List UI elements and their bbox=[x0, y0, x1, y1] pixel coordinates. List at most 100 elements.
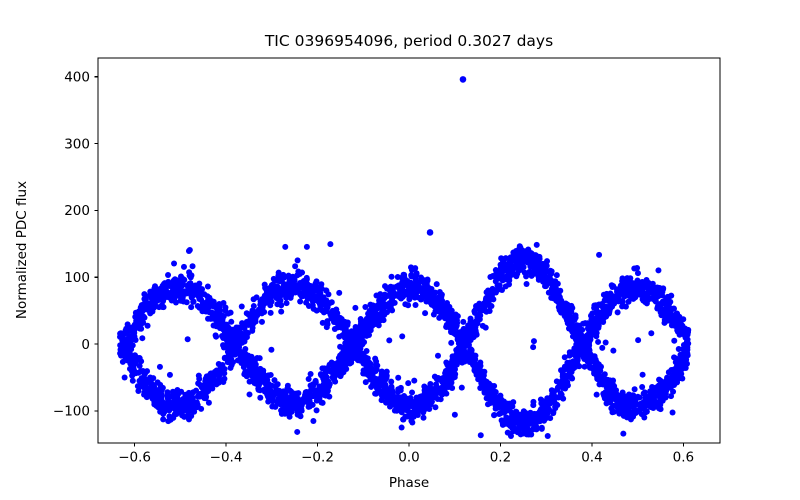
data-point bbox=[398, 274, 405, 281]
data-point bbox=[285, 291, 292, 298]
data-point bbox=[684, 329, 691, 335]
x-axis-label: Phase bbox=[389, 475, 429, 491]
data-point bbox=[372, 355, 379, 362]
data-point bbox=[271, 377, 278, 384]
data-point bbox=[451, 411, 458, 418]
data-point bbox=[459, 76, 467, 83]
data-point bbox=[553, 272, 560, 279]
data-point bbox=[498, 255, 505, 262]
data-point bbox=[286, 413, 293, 420]
data-point bbox=[212, 314, 219, 321]
data-point bbox=[348, 328, 355, 335]
data-point bbox=[519, 253, 526, 260]
data-point bbox=[523, 273, 530, 280]
data-point bbox=[482, 324, 489, 331]
data-point bbox=[224, 337, 231, 344]
data-point bbox=[129, 363, 136, 370]
data-point bbox=[189, 283, 196, 290]
data-point bbox=[205, 399, 212, 406]
data-point bbox=[510, 428, 517, 435]
data-point bbox=[671, 337, 678, 344]
data-point bbox=[533, 241, 540, 248]
data-point bbox=[530, 344, 537, 351]
data-point bbox=[219, 362, 226, 369]
data-point bbox=[358, 318, 365, 325]
data-point bbox=[484, 401, 491, 408]
data-point bbox=[229, 359, 236, 366]
data-point bbox=[152, 294, 159, 301]
data-point bbox=[685, 340, 692, 347]
data-point bbox=[676, 375, 683, 382]
data-point bbox=[374, 362, 381, 369]
data-point bbox=[209, 371, 216, 378]
data-point bbox=[163, 288, 170, 295]
data-point bbox=[492, 267, 499, 274]
data-point bbox=[533, 424, 540, 431]
data-point bbox=[297, 280, 304, 287]
data-point bbox=[624, 290, 631, 297]
data-point bbox=[558, 309, 565, 316]
data-point bbox=[471, 363, 478, 370]
data-point bbox=[294, 428, 301, 435]
data-point bbox=[650, 405, 657, 412]
data-point bbox=[433, 281, 440, 288]
data-point bbox=[596, 381, 603, 388]
data-point bbox=[544, 432, 551, 439]
data-point bbox=[633, 286, 640, 293]
data-point bbox=[307, 292, 314, 299]
data-point bbox=[639, 286, 646, 293]
data-point bbox=[387, 399, 394, 406]
data-point bbox=[505, 259, 512, 266]
data-point bbox=[179, 289, 186, 296]
data-point bbox=[302, 398, 309, 405]
data-point bbox=[502, 408, 509, 415]
data-point bbox=[154, 289, 161, 296]
data-point bbox=[668, 367, 675, 374]
data-point bbox=[549, 282, 556, 289]
data-point bbox=[144, 322, 151, 329]
data-point bbox=[148, 290, 155, 297]
data-point bbox=[163, 392, 170, 399]
data-point bbox=[367, 301, 374, 308]
data-point bbox=[565, 325, 572, 332]
data-point bbox=[416, 403, 423, 410]
data-point bbox=[619, 275, 626, 282]
y-tick-label: 300 bbox=[64, 136, 90, 152]
data-point bbox=[565, 319, 572, 326]
data-point bbox=[444, 311, 451, 318]
data-point bbox=[454, 336, 461, 343]
data-point bbox=[305, 391, 312, 398]
data-point bbox=[542, 400, 549, 407]
data-point bbox=[412, 265, 419, 272]
data-point bbox=[426, 229, 434, 236]
data-point bbox=[597, 311, 604, 318]
data-point bbox=[138, 358, 145, 365]
data-point bbox=[188, 304, 195, 311]
data-point bbox=[204, 283, 211, 290]
data-point bbox=[550, 410, 557, 417]
data-point bbox=[235, 342, 242, 349]
data-point bbox=[428, 389, 435, 396]
data-point bbox=[336, 289, 343, 296]
data-point bbox=[651, 296, 658, 303]
y-axis-label: Normalized PDC flux bbox=[14, 181, 30, 319]
data-point bbox=[456, 353, 463, 360]
data-point bbox=[591, 326, 598, 333]
data-point bbox=[402, 301, 409, 308]
data-point bbox=[437, 396, 444, 403]
data-point bbox=[141, 389, 148, 396]
data-point bbox=[438, 291, 445, 298]
data-point bbox=[421, 280, 428, 287]
data-point bbox=[529, 257, 536, 264]
data-point bbox=[477, 432, 484, 439]
data-point bbox=[159, 399, 166, 406]
data-point bbox=[630, 413, 637, 420]
data-point bbox=[499, 419, 506, 426]
data-point bbox=[141, 291, 148, 298]
data-point bbox=[633, 395, 640, 402]
data-point bbox=[297, 298, 304, 305]
data-point bbox=[669, 409, 676, 416]
data-point bbox=[259, 303, 266, 310]
data-point bbox=[677, 319, 683, 326]
